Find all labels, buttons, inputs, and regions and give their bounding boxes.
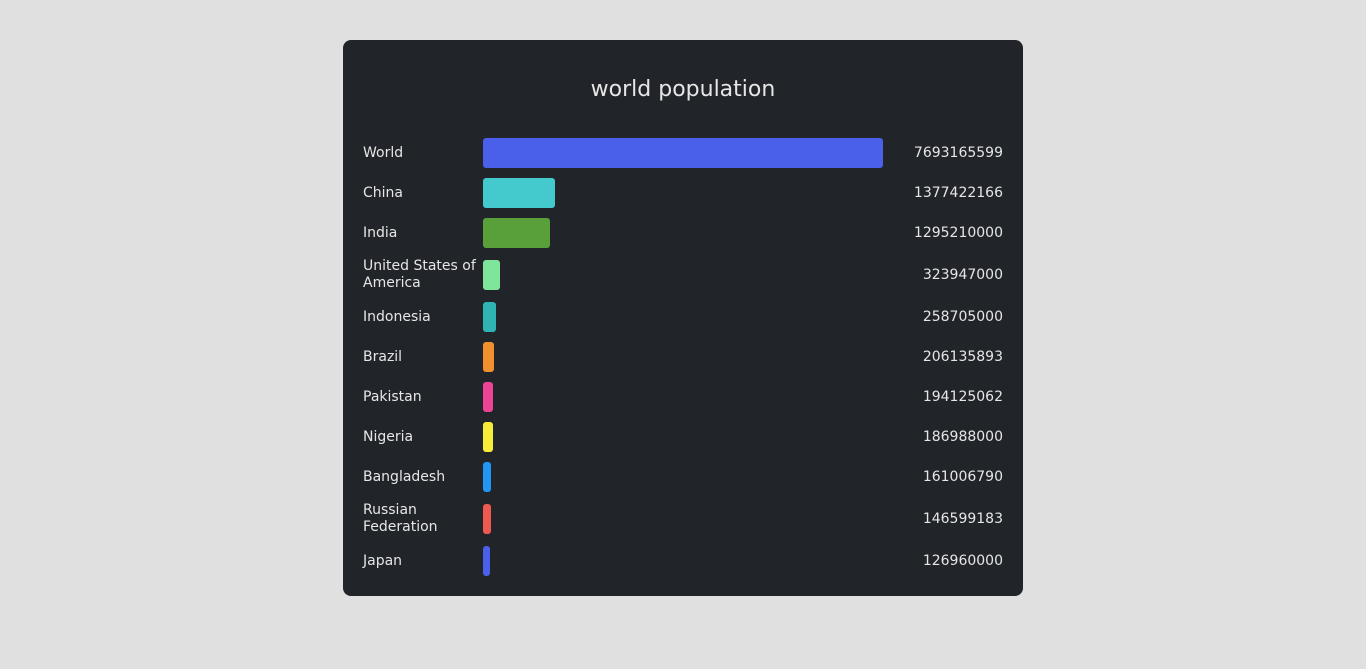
bar: [483, 178, 555, 208]
bar-track: [483, 504, 883, 534]
category-label: Brazil: [363, 348, 403, 365]
bar-row: Pakistan 194125062: [363, 382, 1003, 412]
bar-track: [483, 260, 883, 290]
bar-row: Japan 126960000: [363, 546, 1003, 576]
value-label: 186988000: [922, 428, 1003, 445]
category-label: Indonesia: [363, 308, 431, 325]
bar-row: Brazil 206135893: [363, 342, 1003, 372]
bar: [483, 382, 493, 412]
value-label: 146599183: [922, 510, 1003, 527]
chart-card: world population World 7693165599 China 137…: [343, 40, 1023, 596]
value-label: 258705000: [922, 308, 1003, 325]
bar: [483, 422, 493, 452]
bar-row: India 1295210000: [363, 218, 1003, 248]
bar-row: Bangladesh 161006790: [363, 462, 1003, 492]
category-label: Japan: [363, 552, 403, 569]
value-label: 323947000: [922, 266, 1003, 283]
category-label: China: [363, 184, 403, 201]
bar: [483, 260, 500, 290]
bar-track: [483, 462, 883, 492]
category-label: Nigeria: [363, 428, 414, 445]
bar-rows: World 7693165599 China 1377422166 India 12952…: [363, 138, 1003, 586]
category-label: India: [363, 224, 398, 241]
bar: [483, 218, 550, 248]
bar-track: [483, 382, 883, 412]
bar: [483, 462, 491, 492]
bar-row: Indonesia 258705000: [363, 302, 1003, 332]
bar-row: Russian Federation 146599183: [363, 502, 1003, 536]
bar-row: China 1377422166: [363, 178, 1003, 208]
bar-track: [483, 342, 883, 372]
bar-row: United States of America 323947000: [363, 258, 1003, 292]
bar-track: [483, 546, 883, 576]
value-label: 206135893: [922, 348, 1003, 365]
value-label: 7693165599: [913, 144, 1003, 161]
bar-track: [483, 138, 883, 168]
bar: [483, 138, 883, 168]
value-label: 194125062: [922, 388, 1003, 405]
category-label: Bangladesh: [363, 468, 446, 485]
bar: [483, 302, 496, 332]
value-label: 161006790: [922, 468, 1003, 485]
bar-row: Nigeria 186988000: [363, 422, 1003, 452]
value-label: 1377422166: [913, 184, 1003, 201]
bar-row: World 7693165599: [363, 138, 1003, 168]
chart-title: world population: [590, 77, 776, 102]
bar: [483, 504, 491, 534]
bar: [483, 342, 494, 372]
value-label: 126960000: [922, 552, 1003, 569]
value-label: 1295210000: [913, 224, 1003, 241]
category-label: Pakistan: [363, 388, 422, 405]
category-label: United States of America: [363, 258, 476, 291]
bar: [483, 546, 490, 576]
bar-track: [483, 422, 883, 452]
bar-track: [483, 178, 883, 208]
category-label: World: [363, 144, 404, 161]
category-label: Russian Federation: [363, 502, 438, 535]
bar-track: [483, 302, 883, 332]
bar-track: [483, 218, 883, 248]
